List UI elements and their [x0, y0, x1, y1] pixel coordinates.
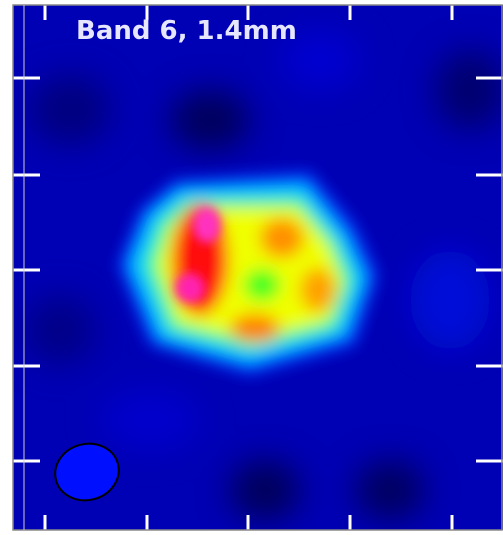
beam-ellipse [54, 442, 120, 502]
emission-map [13, 5, 503, 530]
frame [12, 4, 503, 531]
band-label: Band 6, 1.4mm [76, 16, 297, 46]
axis-ticks [13, 5, 503, 530]
